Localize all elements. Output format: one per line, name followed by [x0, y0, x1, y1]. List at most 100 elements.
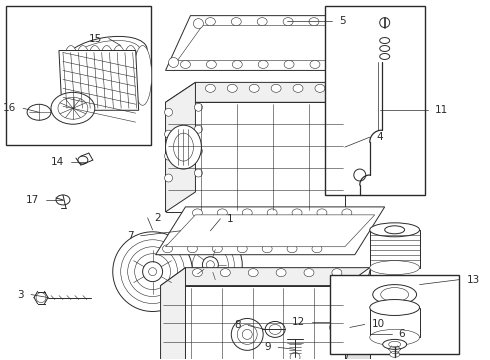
Ellipse shape — [248, 269, 258, 276]
Ellipse shape — [284, 60, 294, 68]
Ellipse shape — [194, 19, 203, 28]
Ellipse shape — [188, 245, 197, 253]
Ellipse shape — [193, 247, 228, 283]
Ellipse shape — [128, 247, 177, 297]
Ellipse shape — [267, 209, 277, 217]
Ellipse shape — [283, 18, 293, 26]
Polygon shape — [161, 285, 345, 360]
Ellipse shape — [165, 108, 172, 116]
Text: 11: 11 — [435, 105, 448, 115]
Ellipse shape — [58, 97, 88, 119]
Ellipse shape — [354, 169, 366, 181]
Ellipse shape — [317, 209, 327, 217]
Ellipse shape — [62, 45, 80, 105]
Ellipse shape — [290, 352, 300, 360]
Text: 7: 7 — [127, 231, 134, 241]
Ellipse shape — [380, 18, 390, 28]
Ellipse shape — [135, 254, 171, 289]
Ellipse shape — [342, 209, 352, 217]
Ellipse shape — [193, 269, 202, 276]
Ellipse shape — [335, 18, 345, 26]
Ellipse shape — [180, 60, 191, 68]
Ellipse shape — [389, 341, 401, 347]
Ellipse shape — [193, 209, 202, 217]
Ellipse shape — [86, 45, 104, 105]
Ellipse shape — [56, 195, 70, 205]
Ellipse shape — [165, 174, 172, 182]
Ellipse shape — [292, 209, 302, 217]
Ellipse shape — [27, 104, 51, 120]
Polygon shape — [345, 82, 375, 192]
Text: 15: 15 — [89, 33, 102, 44]
Ellipse shape — [304, 269, 314, 276]
Ellipse shape — [195, 169, 202, 177]
Ellipse shape — [380, 37, 390, 44]
Text: 3: 3 — [18, 289, 24, 300]
Ellipse shape — [165, 152, 172, 160]
Ellipse shape — [113, 232, 193, 311]
Ellipse shape — [231, 319, 263, 350]
Polygon shape — [166, 215, 375, 247]
Ellipse shape — [173, 133, 194, 161]
Ellipse shape — [122, 45, 140, 105]
Ellipse shape — [232, 60, 242, 68]
Ellipse shape — [195, 147, 202, 155]
Text: 12: 12 — [292, 318, 305, 328]
Ellipse shape — [327, 58, 337, 67]
Text: 8: 8 — [235, 320, 241, 330]
Ellipse shape — [205, 18, 215, 26]
Ellipse shape — [218, 209, 227, 217]
Ellipse shape — [265, 321, 285, 337]
Ellipse shape — [352, 19, 362, 28]
Ellipse shape — [293, 84, 303, 92]
Ellipse shape — [390, 351, 400, 357]
Polygon shape — [161, 268, 370, 285]
Text: 2: 2 — [154, 213, 161, 223]
Ellipse shape — [276, 269, 286, 276]
Ellipse shape — [178, 233, 242, 297]
Ellipse shape — [370, 329, 419, 345]
Polygon shape — [166, 82, 196, 212]
Ellipse shape — [169, 58, 178, 67]
Ellipse shape — [206, 261, 214, 269]
Ellipse shape — [309, 18, 319, 26]
Ellipse shape — [237, 245, 247, 253]
Polygon shape — [166, 82, 375, 102]
Text: 14: 14 — [50, 157, 64, 167]
Ellipse shape — [373, 285, 416, 305]
Ellipse shape — [36, 293, 46, 302]
Ellipse shape — [202, 257, 219, 273]
Ellipse shape — [227, 84, 237, 92]
Text: 17: 17 — [26, 195, 39, 205]
Ellipse shape — [163, 245, 172, 253]
Text: 1: 1 — [227, 214, 234, 224]
Ellipse shape — [51, 92, 95, 124]
Text: 5: 5 — [339, 15, 345, 26]
Ellipse shape — [249, 84, 259, 92]
Ellipse shape — [380, 45, 390, 51]
Ellipse shape — [195, 103, 202, 111]
Ellipse shape — [195, 125, 202, 133]
Ellipse shape — [220, 269, 230, 276]
Ellipse shape — [237, 324, 257, 345]
Ellipse shape — [380, 54, 390, 59]
Polygon shape — [177, 26, 353, 60]
Ellipse shape — [383, 339, 407, 349]
Ellipse shape — [98, 45, 116, 105]
Polygon shape — [345, 268, 370, 360]
Ellipse shape — [335, 323, 345, 332]
Bar — [370, 230, 419, 268]
Ellipse shape — [121, 240, 184, 303]
Ellipse shape — [206, 60, 217, 68]
Text: 10: 10 — [372, 319, 385, 329]
Bar — [6, 6, 150, 145]
Ellipse shape — [166, 125, 201, 169]
Polygon shape — [156, 207, 385, 255]
Ellipse shape — [370, 261, 419, 275]
Ellipse shape — [242, 209, 252, 217]
Ellipse shape — [310, 60, 320, 68]
Ellipse shape — [312, 245, 322, 253]
Text: 9: 9 — [265, 342, 271, 352]
Text: 6: 6 — [399, 329, 405, 339]
Ellipse shape — [134, 45, 151, 105]
